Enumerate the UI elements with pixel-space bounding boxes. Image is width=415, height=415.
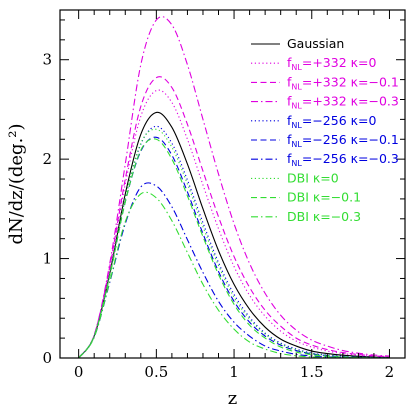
legend-label-7: DBI κ=0 [287, 170, 339, 185]
legend-label-0: Gaussian [287, 36, 344, 51]
y-tick-label: 1 [42, 250, 52, 268]
x-tick-label: 2 [385, 363, 395, 381]
legend-label-9: DBI κ=−0.3 [287, 209, 361, 224]
x-tick-label: 1.5 [300, 363, 324, 381]
legend-label-1: fNL=+332 κ=0 [287, 55, 376, 72]
legend-label-6: fNL=−256 κ=−0.3 [287, 151, 399, 168]
series-line-5 [78, 136, 390, 359]
series-line-6 [78, 182, 390, 359]
x-tick-label: 0.5 [144, 363, 168, 381]
legend-label-3: fNL=+332 κ=−0.3 [287, 94, 399, 111]
x-axis-label: z [228, 388, 237, 409]
curves-layer [78, 16, 390, 359]
ticks-layer: 0 0.5 1 1.5 2 0 1 2 3 [42, 10, 406, 381]
legend: Gaussian fNL=+332 κ=0 fNL=+332 κ=−0.1 fNL=+… [251, 36, 399, 224]
legend-label-5: fNL=−256 κ=−0.1 [287, 132, 399, 149]
y-tick-label: 0 [42, 349, 52, 367]
plot-frame [59, 9, 406, 359]
series-line-8 [78, 138, 390, 359]
y-tick-label: 3 [42, 51, 52, 69]
y-axis-label: dN/dz/(deg.²) [6, 123, 27, 244]
series-line-1 [78, 89, 390, 359]
y-tick-label: 2 [42, 150, 52, 168]
series-line-0 [78, 111, 390, 359]
legend-label-4: fNL=−256 κ=0 [287, 113, 376, 130]
x-tick-label: 0 [74, 363, 84, 381]
series-line-2 [78, 76, 390, 359]
legend-label-2: fNL=+332 κ=−0.1 [287, 74, 399, 91]
x-tick-label: 1 [229, 363, 239, 381]
legend-label-8: DBI κ=−0.1 [287, 190, 361, 205]
